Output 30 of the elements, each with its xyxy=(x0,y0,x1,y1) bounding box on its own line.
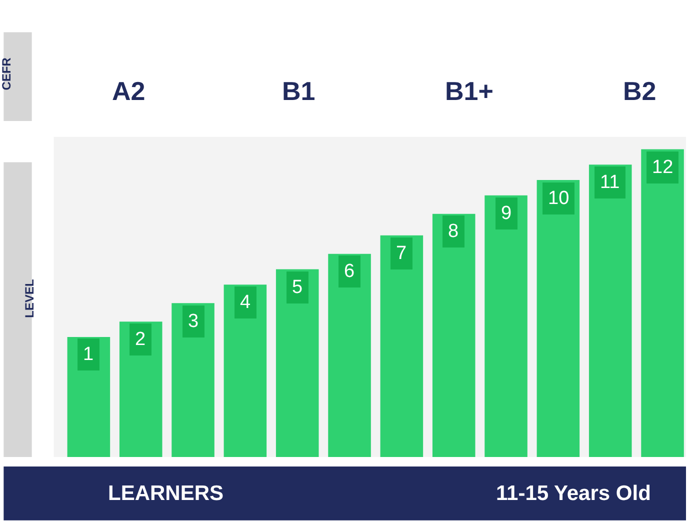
text: LEARNERS xyxy=(108,482,224,505)
x-tick-label: 5 xyxy=(292,277,303,298)
text: B1 xyxy=(282,76,316,106)
bar xyxy=(536,180,580,457)
bar xyxy=(328,254,371,457)
text: CEFR xyxy=(0,57,14,90)
x-tick-label: 6 xyxy=(344,261,355,282)
text: B1+ xyxy=(445,76,494,106)
x-tick-label: 3 xyxy=(188,311,199,332)
bar xyxy=(276,269,319,457)
x-tick-label: 8 xyxy=(448,221,459,242)
bar xyxy=(224,284,267,457)
bar xyxy=(380,235,424,457)
x-tick-label: 9 xyxy=(501,203,512,224)
text: B2 xyxy=(623,76,656,106)
y-axis-title: LEVEL xyxy=(22,279,36,318)
bar xyxy=(484,195,528,457)
x-tick-label: 1 xyxy=(83,344,94,365)
bar xyxy=(432,214,476,457)
x-tick-label: 2 xyxy=(135,329,146,350)
bar xyxy=(588,164,632,457)
bar xyxy=(172,303,214,457)
bar xyxy=(641,149,684,457)
text: A2 xyxy=(112,76,146,106)
x-tick-label: 10 xyxy=(548,188,570,209)
x-tick-label: 7 xyxy=(396,243,407,264)
text: 11-15 Years Old xyxy=(496,482,651,505)
x-tick-label: 12 xyxy=(652,157,674,178)
x-tick-label: 11 xyxy=(600,172,620,193)
x-tick-label: 4 xyxy=(240,292,251,313)
